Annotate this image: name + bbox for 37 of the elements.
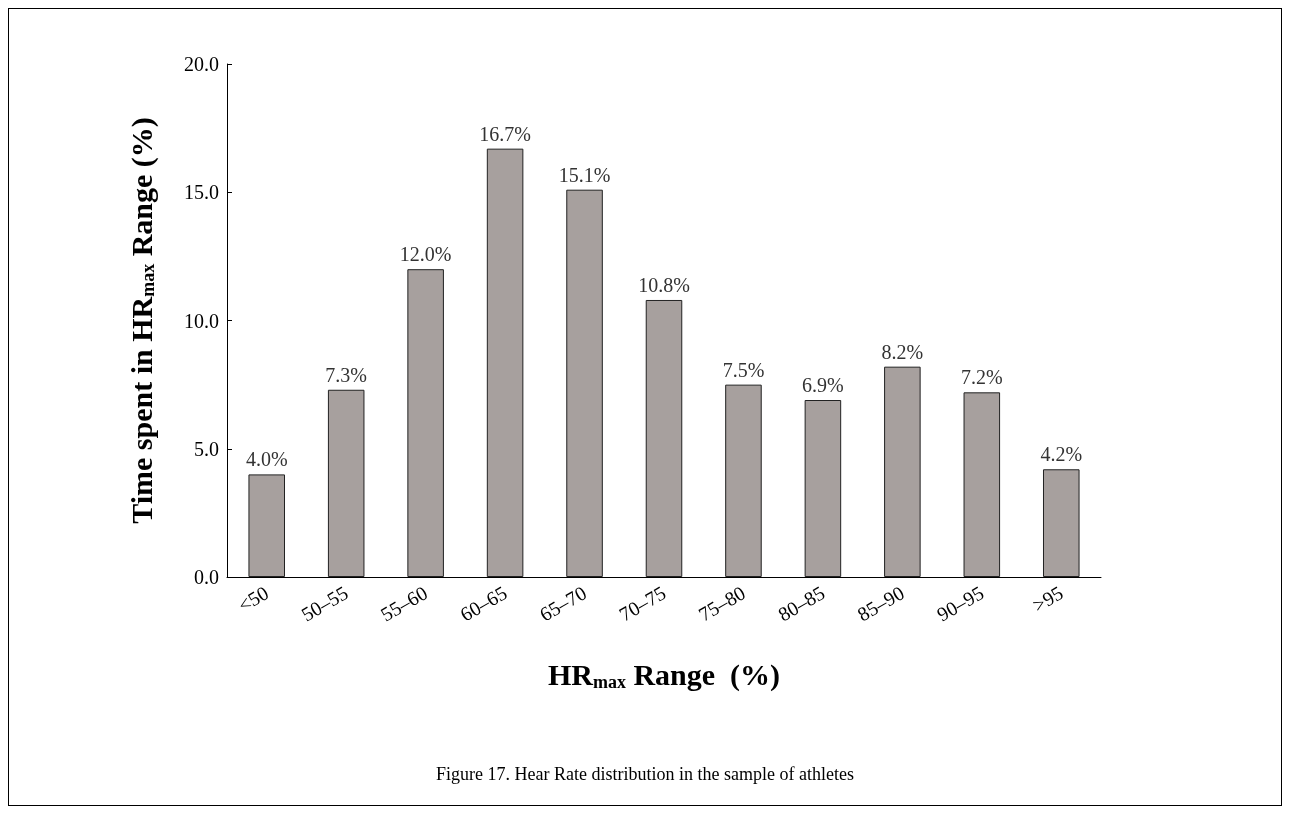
caption: Figure 17. Hear Rate distribution in the sample of athletes	[436, 764, 854, 784]
data-label: 12.0%	[399, 243, 452, 266]
data-label: 10.8%	[638, 273, 690, 296]
bar	[486, 148, 524, 577]
data-label: 7.3%	[325, 363, 368, 386]
y-tick-label: 15.0	[184, 181, 219, 204]
bar	[248, 474, 285, 577]
bar	[566, 189, 603, 577]
data-label: 6.9%	[802, 374, 844, 397]
x-tick-label: 75–80	[694, 581, 749, 626]
data-label: 15.1%	[558, 163, 611, 186]
bar	[327, 389, 365, 577]
bar	[1043, 469, 1080, 577]
data-label: 16.7%	[479, 122, 531, 145]
x-tick-label: 85–90	[853, 581, 908, 626]
bar	[407, 269, 444, 577]
data-label: 4.0%	[245, 448, 288, 471]
x-tick-label: 65–70	[535, 581, 591, 626]
bar	[645, 299, 683, 577]
data-label: 8.2%	[881, 340, 924, 363]
bar	[884, 366, 921, 577]
y-tick-label: 10.0	[184, 309, 219, 332]
y-tick-label: 20.0	[184, 53, 219, 75]
x-tick-label: 55–60	[376, 581, 432, 626]
data-label: 7.5%	[722, 358, 765, 381]
y-tick-label: 0.0	[194, 566, 219, 588]
bar	[725, 384, 762, 577]
bar	[963, 392, 1001, 577]
x-tick-label: 60–65	[456, 581, 511, 626]
y-tick-label: 5.0	[194, 437, 219, 460]
y-axis-title: Time spent in HRmax Range (%)	[124, 117, 159, 524]
bar	[804, 400, 842, 577]
data-label: 4.2%	[1040, 443, 1083, 466]
x-axis-title: HRmax Range (%)	[547, 658, 781, 693]
x-tick-label: >95	[1028, 581, 1067, 617]
data-label: 7.2%	[960, 366, 1003, 389]
x-tick-label: <50	[234, 581, 273, 617]
